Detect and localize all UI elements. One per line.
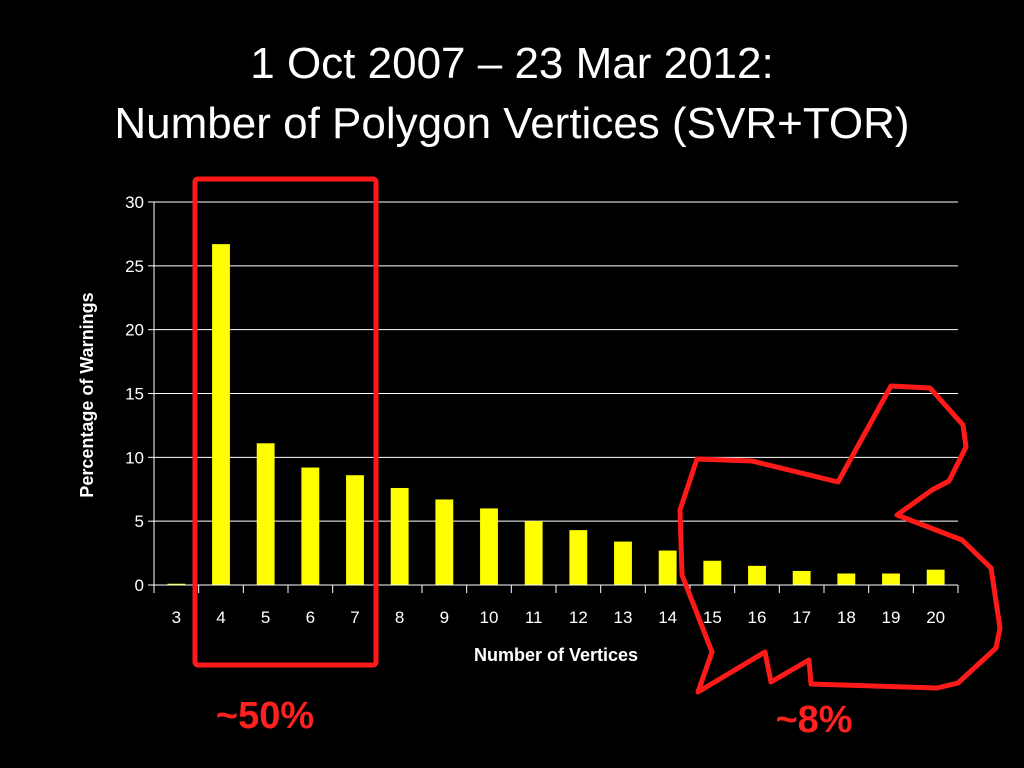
y-tick-label: 25: [125, 257, 144, 276]
bar-11: [524, 521, 543, 585]
grid-lines: [148, 201, 958, 586]
x-tick-label: 4: [216, 608, 225, 627]
slide-title-line-2: Number of Polygon Vertices (SVR+TOR): [114, 99, 910, 148]
x-tick-label: 15: [703, 608, 722, 627]
x-tick-label: 9: [440, 608, 449, 627]
x-tick-label: 14: [658, 608, 677, 627]
x-tick-label: 6: [306, 608, 315, 627]
callout-8-percent: ~8%: [775, 699, 852, 741]
y-tick-label: 15: [125, 385, 144, 404]
x-tick-label: 19: [882, 608, 901, 627]
x-tick-label: 13: [614, 608, 633, 627]
bar-8: [390, 487, 409, 585]
y-tick-label: 0: [135, 576, 144, 595]
y-tick-label: 5: [135, 512, 144, 531]
x-tick-label: 20: [926, 608, 945, 627]
bar-12: [569, 530, 588, 585]
bars: [167, 244, 945, 585]
bar-7: [346, 475, 364, 585]
x-tick-label: 17: [792, 608, 811, 627]
bar-5: [256, 443, 275, 585]
bar-16: [748, 565, 766, 585]
x-tick-label: 12: [569, 608, 588, 627]
x-tick-label: 3: [172, 608, 181, 627]
bar-4: [212, 244, 230, 585]
y-tick-label: 20: [125, 321, 144, 340]
x-tick-label: 10: [480, 608, 499, 627]
bar-15: [703, 560, 722, 585]
y-axis-title: Percentage of Warnings: [77, 292, 97, 497]
bar-20: [926, 569, 945, 585]
y-tick-label: 30: [125, 193, 144, 212]
x-tick-label: 18: [837, 608, 856, 627]
x-tick-label: 8: [395, 608, 404, 627]
highlight-box-4-to-7: [192, 176, 379, 668]
callout-50-percent: ~50%: [216, 695, 314, 737]
x-axis-tick-labels: 3 4 5 6 7 8 9 10 11 12 13 14 15 16 17 18 19 20: [172, 608, 946, 627]
x-axis-title: Number of Vertices: [474, 645, 638, 665]
x-tick-label: 7: [350, 608, 359, 627]
slide-title-line-1: 1 Oct 2007 – 23 Mar 2012:: [250, 39, 774, 88]
x-tick-label: 11: [525, 608, 543, 627]
x-axis-tick-marks: [153, 585, 959, 593]
x-tick-label: 16: [748, 608, 767, 627]
y-tick-label: 10: [125, 448, 144, 467]
x-tick-label: 5: [261, 608, 270, 627]
bar-19: [882, 573, 900, 585]
bar-18: [837, 573, 856, 585]
bar-17: [792, 570, 811, 585]
bar-10: [480, 508, 498, 585]
slide-title: 1 Oct 2007 – 23 Mar 2012: Number of Poly…: [0, 34, 1024, 154]
bar-14: [658, 550, 677, 585]
bar-3: [167, 583, 186, 585]
highlight-outline-15-to-20: [677, 383, 1003, 695]
bar-6: [301, 467, 320, 585]
bar-13: [614, 541, 632, 585]
y-axis-tick-labels: 0 5 10 15 20 25 30: [125, 193, 144, 595]
bar-9: [435, 499, 454, 585]
